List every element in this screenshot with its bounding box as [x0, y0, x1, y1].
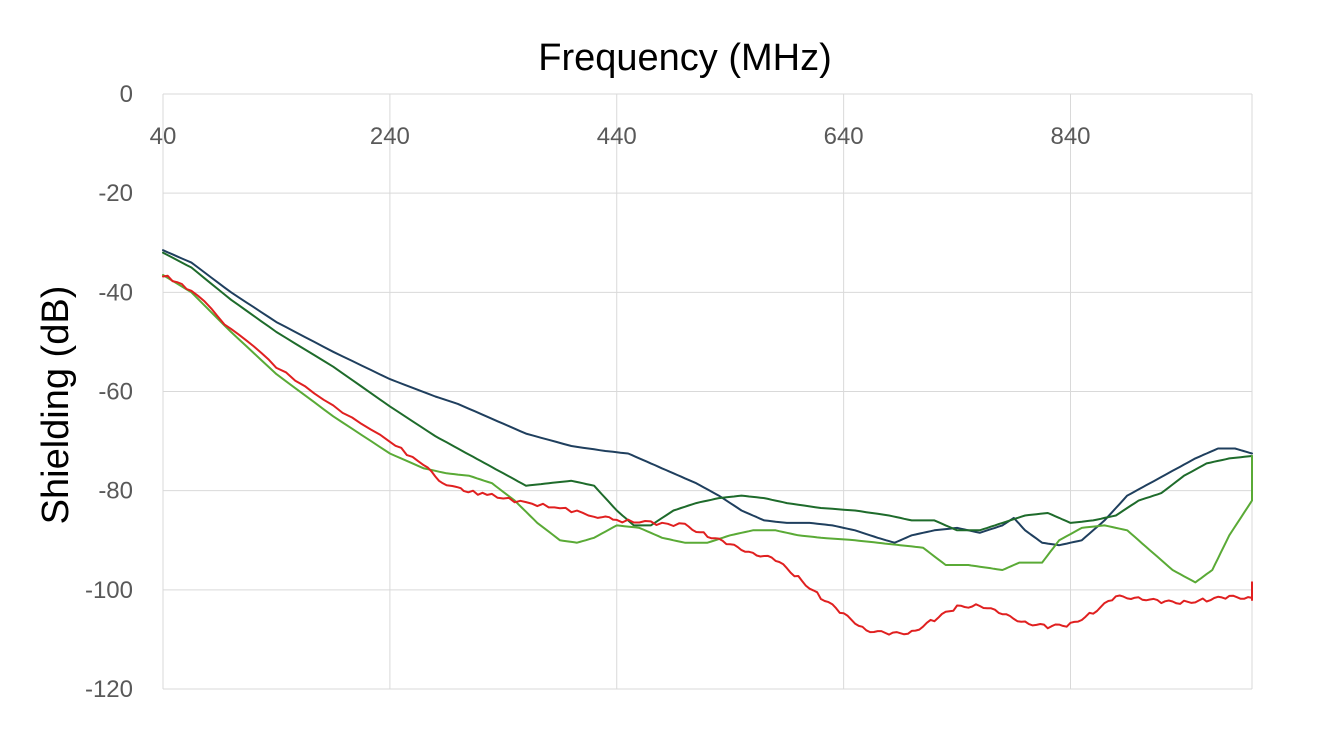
series-line-2 — [162, 251, 1253, 532]
y-tick-label: -100 — [85, 577, 133, 604]
x-tick-labels: 40 240 440 640 840 — [150, 123, 1091, 150]
y-tick-label: -80 — [98, 478, 133, 505]
x-tick-label: 640 — [824, 123, 864, 150]
x-axis-title: Frequency (MHz) — [538, 37, 832, 79]
y-tick-label: -20 — [98, 180, 133, 207]
series-group — [162, 249, 1253, 636]
x-tick-label: 840 — [1050, 123, 1090, 150]
y-tick-label: 0 — [120, 81, 133, 108]
series-line-4 — [162, 274, 1253, 636]
y-axis-title: Shielding (dB) — [35, 286, 77, 525]
series-line-1 — [162, 249, 1253, 547]
x-tick-label: 440 — [597, 123, 637, 150]
y-tick-label: -120 — [85, 676, 133, 703]
x-tick-label: 40 — [150, 123, 177, 150]
y-tick-label: -60 — [98, 379, 133, 406]
y-tick-labels: 0 -20 -40 -60 -80 -100 -120 — [85, 81, 133, 703]
gridlines — [162, 93, 1253, 690]
x-tick-label: 240 — [370, 123, 410, 150]
y-tick-label: -40 — [98, 279, 133, 306]
series-line-3 — [162, 274, 1253, 584]
